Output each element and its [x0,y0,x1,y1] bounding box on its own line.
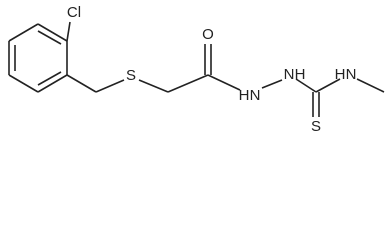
bond [37,74,68,93]
bond [8,23,39,42]
atom-label: N [250,87,261,104]
bond [295,78,317,93]
bond [261,79,283,89]
atom-label: N [284,66,295,83]
atom-label: H [335,66,346,83]
atom-label: H [295,66,306,83]
bond [37,30,62,45]
atom-label: O [202,26,214,43]
bond [138,79,169,93]
bond [37,71,62,86]
atom-label: S [311,118,321,135]
bond [66,74,97,93]
bonds [8,21,385,117]
bond [66,21,71,42]
bond [167,74,209,93]
atom-label: S [126,67,136,84]
bond [207,74,241,91]
atom-labels: Cl S O H N N H S H N [67,4,357,135]
atom-label: Cl [67,4,81,21]
bond [95,79,125,93]
bond [356,78,385,93]
bond [37,23,68,42]
atom-label: H [239,87,250,104]
molecule-diagram: Cl S O H N N H S H N [8,4,385,135]
atom-label: N [346,66,357,83]
bond [8,74,39,93]
bond [315,78,341,93]
